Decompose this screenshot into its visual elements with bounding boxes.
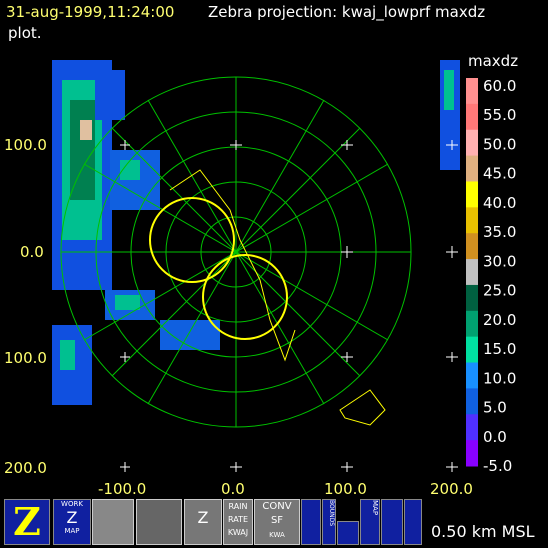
work-icon[interactable]: Z bbox=[184, 499, 222, 545]
work-map-icon[interactable]: WORK Z MAP bbox=[53, 499, 91, 545]
bounds-icon[interactable]: BOUNDS bbox=[322, 499, 336, 545]
colorbar-swatch bbox=[466, 440, 478, 467]
colorbar-label: 0.0 bbox=[483, 428, 507, 446]
colorbar-label: 5.0 bbox=[483, 399, 507, 417]
toolbar: Z WORK Z MAP Z RAIN RATE KWAJ CONV SF KWA BOUN… bbox=[0, 497, 548, 548]
radar-icon[interactable] bbox=[136, 499, 182, 545]
icon-label: CONV bbox=[262, 501, 292, 512]
colorbar: 60.0 55.0 50.0 45.0 40.0 35.0 30.0 25.0 20.0 15.0… bbox=[466, 77, 516, 475]
icon-label: MAP bbox=[64, 527, 80, 535]
y-label: 0.0 bbox=[20, 243, 44, 261]
x-label: 100.0 bbox=[324, 480, 367, 498]
colorbar-swatch bbox=[466, 414, 478, 441]
palette-icon[interactable] bbox=[301, 499, 321, 545]
colorbar-swatch bbox=[466, 155, 478, 182]
colorbar-swatch bbox=[466, 362, 478, 389]
y-label: 100.0 bbox=[4, 136, 47, 154]
colorbar-swatch bbox=[466, 181, 478, 208]
colorbar-label: 45.0 bbox=[483, 165, 516, 183]
colorbar-label: -5.0 bbox=[483, 457, 512, 475]
usmap-icon[interactable] bbox=[381, 499, 403, 545]
loop-icon[interactable] bbox=[404, 499, 422, 545]
icon-label: RATE bbox=[227, 515, 249, 524]
x-label: 0.0 bbox=[221, 480, 245, 498]
map-icon[interactable]: MAP bbox=[360, 499, 380, 545]
colorbar-label: 35.0 bbox=[483, 223, 516, 241]
colorbar-swatch bbox=[466, 78, 478, 105]
colorbar-swatch bbox=[466, 103, 478, 131]
grid-icon[interactable] bbox=[92, 499, 134, 545]
colorbar-swatch bbox=[466, 310, 478, 338]
icon-label: RAIN bbox=[228, 502, 248, 511]
icon-label: MAP bbox=[371, 500, 379, 516]
icon-label: KWAJ bbox=[227, 528, 249, 537]
colorbar-label: 55.0 bbox=[483, 106, 516, 124]
colorbar-label: 50.0 bbox=[483, 135, 516, 153]
zebra-icon[interactable]: Z bbox=[4, 499, 50, 545]
title: Zebra projection: kwaj_lowprf maxdz bbox=[208, 3, 486, 21]
x-label: 200.0 bbox=[430, 480, 473, 498]
colorbar-label: 40.0 bbox=[483, 194, 516, 212]
grid-crosses bbox=[120, 140, 458, 472]
altitude: 0.50 km MSL bbox=[431, 522, 535, 541]
colorbar-swatch bbox=[466, 129, 478, 157]
echoes bbox=[52, 60, 460, 405]
overlay bbox=[149, 169, 386, 426]
colorbar-swatch bbox=[466, 336, 478, 364]
colorbar-swatch bbox=[466, 233, 478, 260]
colorbar-title: maxdz bbox=[468, 52, 519, 70]
y-label: 100.0 bbox=[4, 349, 47, 367]
range-rings bbox=[60, 76, 412, 428]
conv-icon[interactable]: CONV SF KWA bbox=[254, 499, 300, 545]
colorbar-label: 10.0 bbox=[483, 369, 516, 387]
y-label: 200.0 bbox=[4, 459, 47, 477]
rain-rate-icon[interactable]: RAIN RATE KWAJ bbox=[223, 499, 253, 545]
colorbar-swatch bbox=[466, 284, 478, 312]
colorbar-label: 15.0 bbox=[483, 340, 516, 358]
icon-label: SF bbox=[270, 515, 284, 526]
colorbar-label: 30.0 bbox=[483, 252, 516, 270]
colorbar-label: 20.0 bbox=[483, 311, 516, 329]
icon-label: BOUNDS bbox=[328, 500, 335, 527]
table-icon[interactable] bbox=[337, 521, 359, 545]
icon-label: KWA bbox=[269, 531, 285, 539]
colorbar-swatch bbox=[466, 388, 478, 415]
x-label: -100.0 bbox=[98, 480, 147, 498]
colorbar-label: 60.0 bbox=[483, 77, 516, 95]
title-cont: plot. bbox=[8, 24, 42, 42]
colorbar-label: 25.0 bbox=[483, 282, 516, 300]
time: 31-aug-1999,11:24:00 bbox=[6, 3, 175, 21]
icon-label: WORK bbox=[61, 500, 83, 508]
colorbar-swatch bbox=[466, 259, 478, 286]
colorbar-swatch bbox=[466, 207, 478, 234]
